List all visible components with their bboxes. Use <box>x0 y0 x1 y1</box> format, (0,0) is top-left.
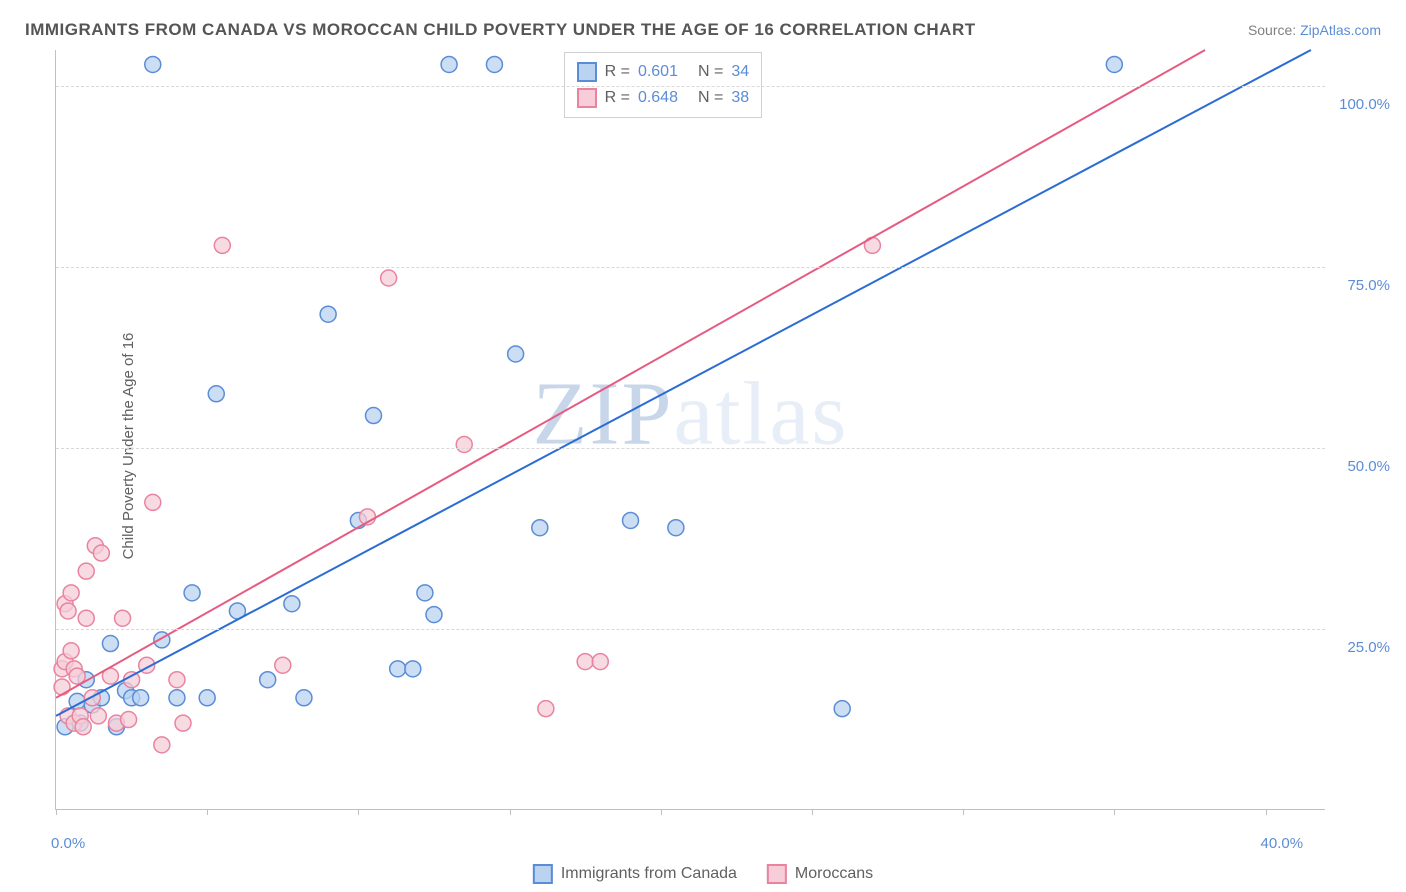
legend-correlation-row: R = 0.648 N = 38 <box>577 85 750 111</box>
regression-line <box>56 50 1205 698</box>
scatter-point <box>284 596 300 612</box>
n-label: N = <box>698 89 723 107</box>
gridline <box>56 86 1325 87</box>
scatter-point <box>417 585 433 601</box>
scatter-point <box>834 701 850 717</box>
x-tick <box>510 809 511 815</box>
scatter-point <box>102 636 118 652</box>
scatter-point <box>184 585 200 601</box>
legend-series-item: Immigrants from Canada <box>533 864 737 884</box>
scatter-point <box>426 607 442 623</box>
scatter-point <box>592 654 608 670</box>
x-tick <box>1114 809 1115 815</box>
scatter-point <box>84 690 100 706</box>
scatter-point <box>381 270 397 286</box>
scatter-point <box>54 679 70 695</box>
scatter-point <box>145 56 161 72</box>
scatter-point <box>145 494 161 510</box>
scatter-point <box>260 672 276 688</box>
r-label: R = <box>605 63 630 81</box>
scatter-point <box>169 690 185 706</box>
legend-swatch <box>577 62 597 82</box>
chart-container: IMMIGRANTS FROM CANADA VS MOROCCAN CHILD… <box>0 0 1406 892</box>
scatter-point <box>623 512 639 528</box>
x-tick <box>56 809 57 815</box>
scatter-point <box>175 715 191 731</box>
chart-svg <box>56 50 1325 809</box>
y-tick-label: 100.0% <box>1339 96 1390 113</box>
y-tick-label: 25.0% <box>1347 639 1390 656</box>
regression-line <box>56 50 1311 716</box>
scatter-point <box>486 56 502 72</box>
scatter-point <box>1106 56 1122 72</box>
gridline <box>56 629 1325 630</box>
n-value: 38 <box>731 89 749 107</box>
scatter-point <box>320 306 336 322</box>
n-value: 34 <box>731 63 749 81</box>
plot-area: ZIPatlas R = 0.601N = 34R = 0.648N = 38 … <box>55 50 1325 810</box>
y-tick-label: 50.0% <box>1347 458 1390 475</box>
scatter-point <box>405 661 421 677</box>
scatter-point <box>60 603 76 619</box>
gridline <box>56 267 1325 268</box>
x-tick <box>358 809 359 815</box>
x-tick <box>207 809 208 815</box>
scatter-point <box>456 436 472 452</box>
scatter-point <box>75 719 91 735</box>
gridline <box>56 448 1325 449</box>
scatter-point <box>78 610 94 626</box>
legend-series: Immigrants from Canada Moroccans <box>533 864 873 884</box>
scatter-point <box>390 661 406 677</box>
x-tick <box>661 809 662 815</box>
legend-swatch <box>577 88 597 108</box>
scatter-point <box>577 654 593 670</box>
scatter-point <box>169 672 185 688</box>
scatter-point <box>275 657 291 673</box>
y-tick-label: 75.0% <box>1347 277 1390 294</box>
scatter-point <box>668 520 684 536</box>
scatter-point <box>208 386 224 402</box>
scatter-point <box>63 585 79 601</box>
x-tick-label: 0.0% <box>51 835 85 852</box>
legend-series-label: Immigrants from Canada <box>561 865 737 883</box>
scatter-point <box>296 690 312 706</box>
scatter-point <box>532 520 548 536</box>
n-label: N = <box>698 63 723 81</box>
scatter-point <box>93 545 109 561</box>
legend-swatch <box>767 864 787 884</box>
scatter-point <box>538 701 554 717</box>
r-value: 0.648 <box>638 89 678 107</box>
r-label: R = <box>605 89 630 107</box>
x-tick <box>812 809 813 815</box>
scatter-point <box>154 737 170 753</box>
chart-title: IMMIGRANTS FROM CANADA VS MOROCCAN CHILD… <box>25 20 976 40</box>
scatter-point <box>78 563 94 579</box>
legend-correlation-row: R = 0.601 N = 34 <box>577 59 750 85</box>
source-link[interactable]: ZipAtlas.com <box>1300 22 1381 38</box>
scatter-point <box>199 690 215 706</box>
scatter-point <box>214 237 230 253</box>
source-attribution: Source: ZipAtlas.com <box>1248 22 1381 38</box>
legend-swatch <box>533 864 553 884</box>
x-tick-label: 40.0% <box>1261 835 1304 852</box>
r-value: 0.601 <box>638 63 678 81</box>
legend-series-label: Moroccans <box>795 865 873 883</box>
scatter-point <box>115 610 131 626</box>
scatter-point <box>441 56 457 72</box>
legend-series-item: Moroccans <box>767 864 873 884</box>
scatter-point <box>366 408 382 424</box>
scatter-point <box>133 690 149 706</box>
x-tick <box>963 809 964 815</box>
scatter-point <box>121 712 137 728</box>
scatter-point <box>90 708 106 724</box>
scatter-point <box>63 643 79 659</box>
scatter-point <box>508 346 524 362</box>
source-label: Source: <box>1248 22 1296 38</box>
x-tick <box>1266 809 1267 815</box>
legend-correlation: R = 0.601 N = 34 R = 0.648 N = 38 <box>564 52 763 118</box>
